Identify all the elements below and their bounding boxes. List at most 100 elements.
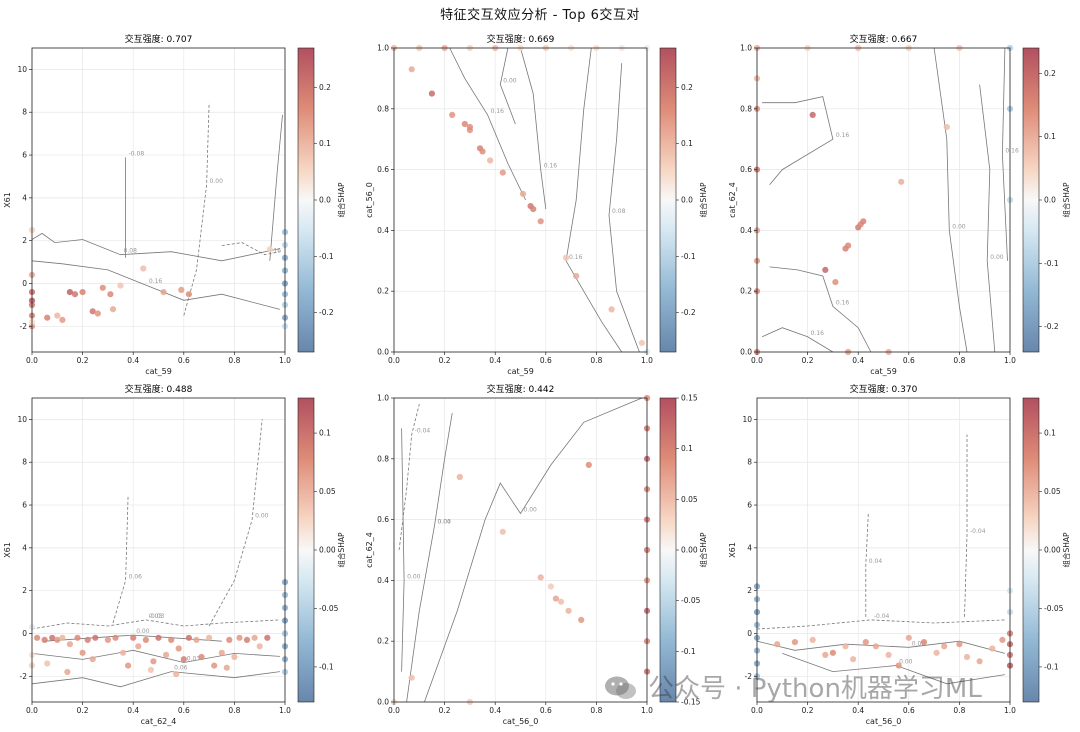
contour-label: 0.16 (544, 163, 558, 170)
subplot-4: 交互强度: 0.488 -0.03 0.03 0.06 0.06 0.00 0.00 0.03… (0, 380, 346, 726)
colorbar-label: 组合SHAP (1061, 532, 1071, 568)
colorbar-tick-label: 0.0 (319, 196, 331, 205)
data-point (109, 306, 117, 313)
y-axis-label: X61 (728, 542, 737, 558)
contour-label: 0.00 (912, 640, 926, 647)
contour-label: 0.00 (503, 77, 517, 84)
y-tick-label: 8 (22, 458, 27, 467)
y-tick-label: 0.0 (377, 348, 389, 357)
figure-title: 特征交互效应分析 - Top 6交互对 (440, 8, 640, 23)
contour-line (756, 619, 1005, 630)
colorbar-tick-label: 0.1 (1044, 132, 1056, 141)
x-tick-label: 0.0 (388, 706, 400, 715)
x-tick-label: 0.2 (802, 706, 814, 715)
y-tick-label: 2 (22, 236, 27, 245)
contour-label: 0.03 (149, 613, 163, 620)
contour-label: 0.06 (174, 665, 188, 672)
subplot-6-svg: 交互强度: 0.370 -0.04 0.00 0.00 0.04 -0.04 0.0 0.2 0… (728, 383, 1071, 726)
contour-label: 0.00 (437, 519, 451, 526)
contour-line (401, 428, 405, 672)
data-point (120, 649, 127, 656)
contour-label: 0.00 (899, 659, 913, 666)
data-point (193, 636, 200, 643)
contour-label: 0.16 (569, 254, 583, 261)
contour-label: -0.08 (129, 150, 145, 157)
data-point (266, 246, 273, 253)
y-tick-label: 0.2 (740, 287, 752, 296)
y-tick-label: 0.8 (740, 104, 752, 113)
data-point (829, 649, 836, 656)
contour-label: 0.00 (524, 507, 538, 514)
contour-line (865, 513, 869, 617)
y-tick-label: 10 (17, 415, 27, 424)
data-point (573, 272, 580, 280)
data-point (408, 66, 415, 73)
colorbar-tick-label: 0.0 (1044, 196, 1056, 205)
x-tick-label: 0.6 (903, 706, 915, 715)
data-point (822, 266, 829, 273)
contour-line (499, 47, 516, 125)
subplot-5: 交互强度: 0.442 0.00 0.00 -0.04 0.00 0.04 0.0 0.2 0.… (362, 380, 708, 726)
x-tick-label: 1.0 (641, 706, 653, 715)
colorbar-label: 组合SHAP (336, 532, 346, 568)
contour-line (424, 397, 643, 703)
colorbar (659, 47, 677, 353)
x-tick-label: 0.6 (178, 356, 190, 365)
data-point (34, 634, 41, 641)
y-tick-label: 0.2 (377, 287, 389, 296)
data-point (243, 636, 251, 643)
data-point (236, 634, 243, 641)
contour-line (769, 266, 872, 353)
colorbar-tick-label: 0.1 (319, 429, 331, 438)
contour-label: -0.04 (970, 528, 986, 535)
data-point (211, 662, 218, 669)
data-point (547, 583, 554, 590)
data-point (943, 123, 950, 131)
data-point (809, 111, 816, 118)
subplot-title: 交互强度: 0.442 (487, 383, 555, 395)
data-point (54, 636, 61, 643)
data-point (142, 636, 149, 643)
data-point (562, 254, 570, 261)
subplot-title: 交互强度: 0.667 (850, 33, 918, 45)
data-point (408, 674, 415, 681)
x-tick-label: 0.4 (852, 356, 864, 365)
data-point (175, 645, 182, 652)
data-point (976, 658, 983, 665)
data-point (608, 306, 615, 313)
y-tick-label: 2 (22, 586, 27, 595)
colorbar-tick-label: 0.1 (1044, 429, 1056, 438)
contour-label: 0.08 (124, 248, 138, 255)
x-tick-label: 0.8 (590, 356, 602, 365)
plot-area (757, 48, 1010, 352)
data-point (519, 190, 527, 197)
colorbar-label: 组合SHAP (698, 182, 708, 218)
colorbar-tick-label: 0.1 (681, 444, 693, 453)
data-point (456, 473, 463, 481)
y-tick-label: 4 (22, 543, 27, 552)
contour-line (608, 63, 640, 353)
y-tick-label: 1.0 (377, 44, 389, 53)
colorbar-tick-label: 0.00 (1044, 546, 1061, 555)
x-tick-label: 0.4 (127, 706, 139, 715)
x-tick-label: 0.4 (852, 706, 864, 715)
y-tick-label: 1.0 (740, 44, 752, 53)
data-point (206, 634, 213, 641)
x-tick-label: 0.8 (228, 356, 240, 365)
data-point (79, 289, 86, 296)
contour-label: 0.16 (811, 330, 825, 337)
subplot-2: 交互强度: 0.669 0.16 0.16 0.16 0.08 0.00 0.0 0.2 0.4… (362, 30, 708, 376)
x-axis-label: cat_59 (507, 367, 534, 376)
contour-line (269, 114, 283, 261)
y-tick-label: 0.6 (377, 515, 389, 524)
data-point (963, 653, 971, 661)
contour-line (449, 47, 526, 201)
colorbar-tick-label: 0.15 (681, 394, 698, 403)
x-tick-label: 0.2 (77, 356, 89, 365)
y-axis-label: cat_62_4 (365, 532, 374, 568)
y-tick-label: 0.6 (740, 165, 752, 174)
data-point (537, 218, 544, 225)
colorbar-tick-label: -0.05 (681, 596, 701, 605)
